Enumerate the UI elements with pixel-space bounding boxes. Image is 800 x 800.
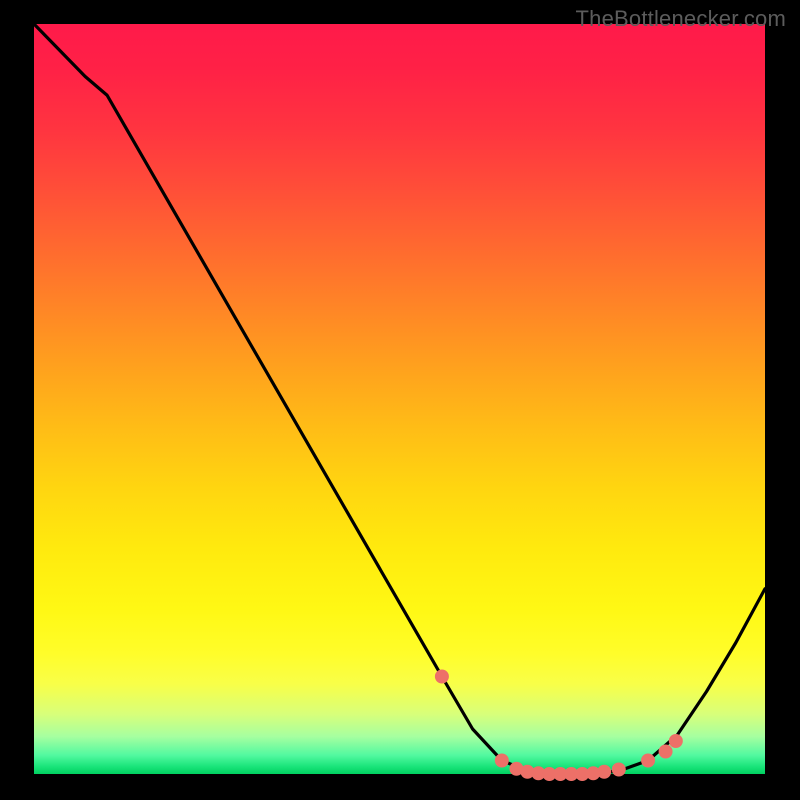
curve-marker <box>669 735 682 748</box>
curve-marker <box>659 745 672 758</box>
curve-marker <box>612 763 625 776</box>
chart-frame: TheBottlenecker.com <box>0 0 800 800</box>
curve-marker <box>495 754 508 767</box>
gradient-background <box>34 24 765 774</box>
curve-marker <box>598 765 611 778</box>
curve-marker <box>642 754 655 767</box>
bottleneck-curve-chart <box>0 0 800 800</box>
watermark-text: TheBottlenecker.com <box>576 6 786 32</box>
curve-marker <box>435 670 448 683</box>
